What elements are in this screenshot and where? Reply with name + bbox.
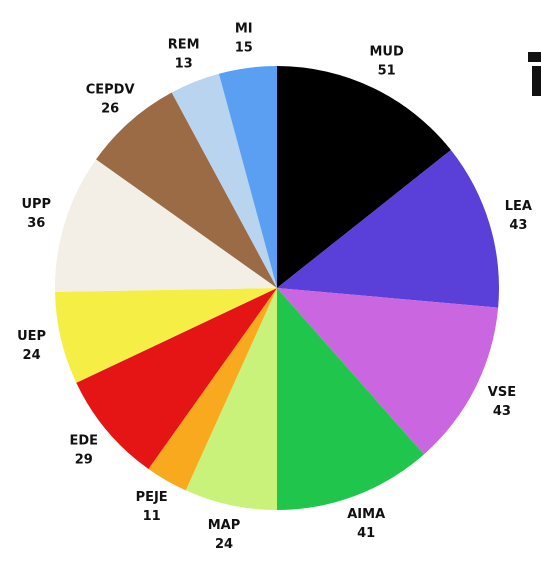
slice-value: 11 <box>143 509 161 524</box>
slice-label: REM <box>168 37 200 52</box>
corner-icon <box>528 52 541 96</box>
slice-label: LEA <box>505 199 532 214</box>
slice-label: PEJE <box>136 490 168 505</box>
slice-label: EDE <box>70 433 99 448</box>
slice-value: 29 <box>75 452 93 467</box>
slice-label: MUD <box>369 45 403 60</box>
slice-value: 43 <box>493 404 511 419</box>
slice-label: MAP <box>208 518 241 533</box>
chart: MUD 51 LEA 43 VSE 43 AIMA 41 MAP 24 PEJE 11 EDE 29 UEP… <box>0 0 541 563</box>
slice-label: VSE <box>488 385 516 400</box>
slice-value: 43 <box>509 218 527 233</box>
slice-value: 26 <box>101 102 119 117</box>
slice-value: 51 <box>378 64 396 79</box>
slice-value: 15 <box>235 41 253 56</box>
slice-label: UEP <box>17 329 46 344</box>
slice-label: UPP <box>21 197 51 212</box>
slice-value: 36 <box>27 216 45 231</box>
slice-label: CEPDV <box>86 83 135 98</box>
slice-label: AIMA <box>347 507 385 522</box>
slice-value: 24 <box>215 537 233 552</box>
slice-value: 13 <box>175 56 193 71</box>
slice-value: 24 <box>23 348 41 363</box>
slice-label: MI <box>235 22 253 37</box>
slice-value: 41 <box>357 526 375 541</box>
